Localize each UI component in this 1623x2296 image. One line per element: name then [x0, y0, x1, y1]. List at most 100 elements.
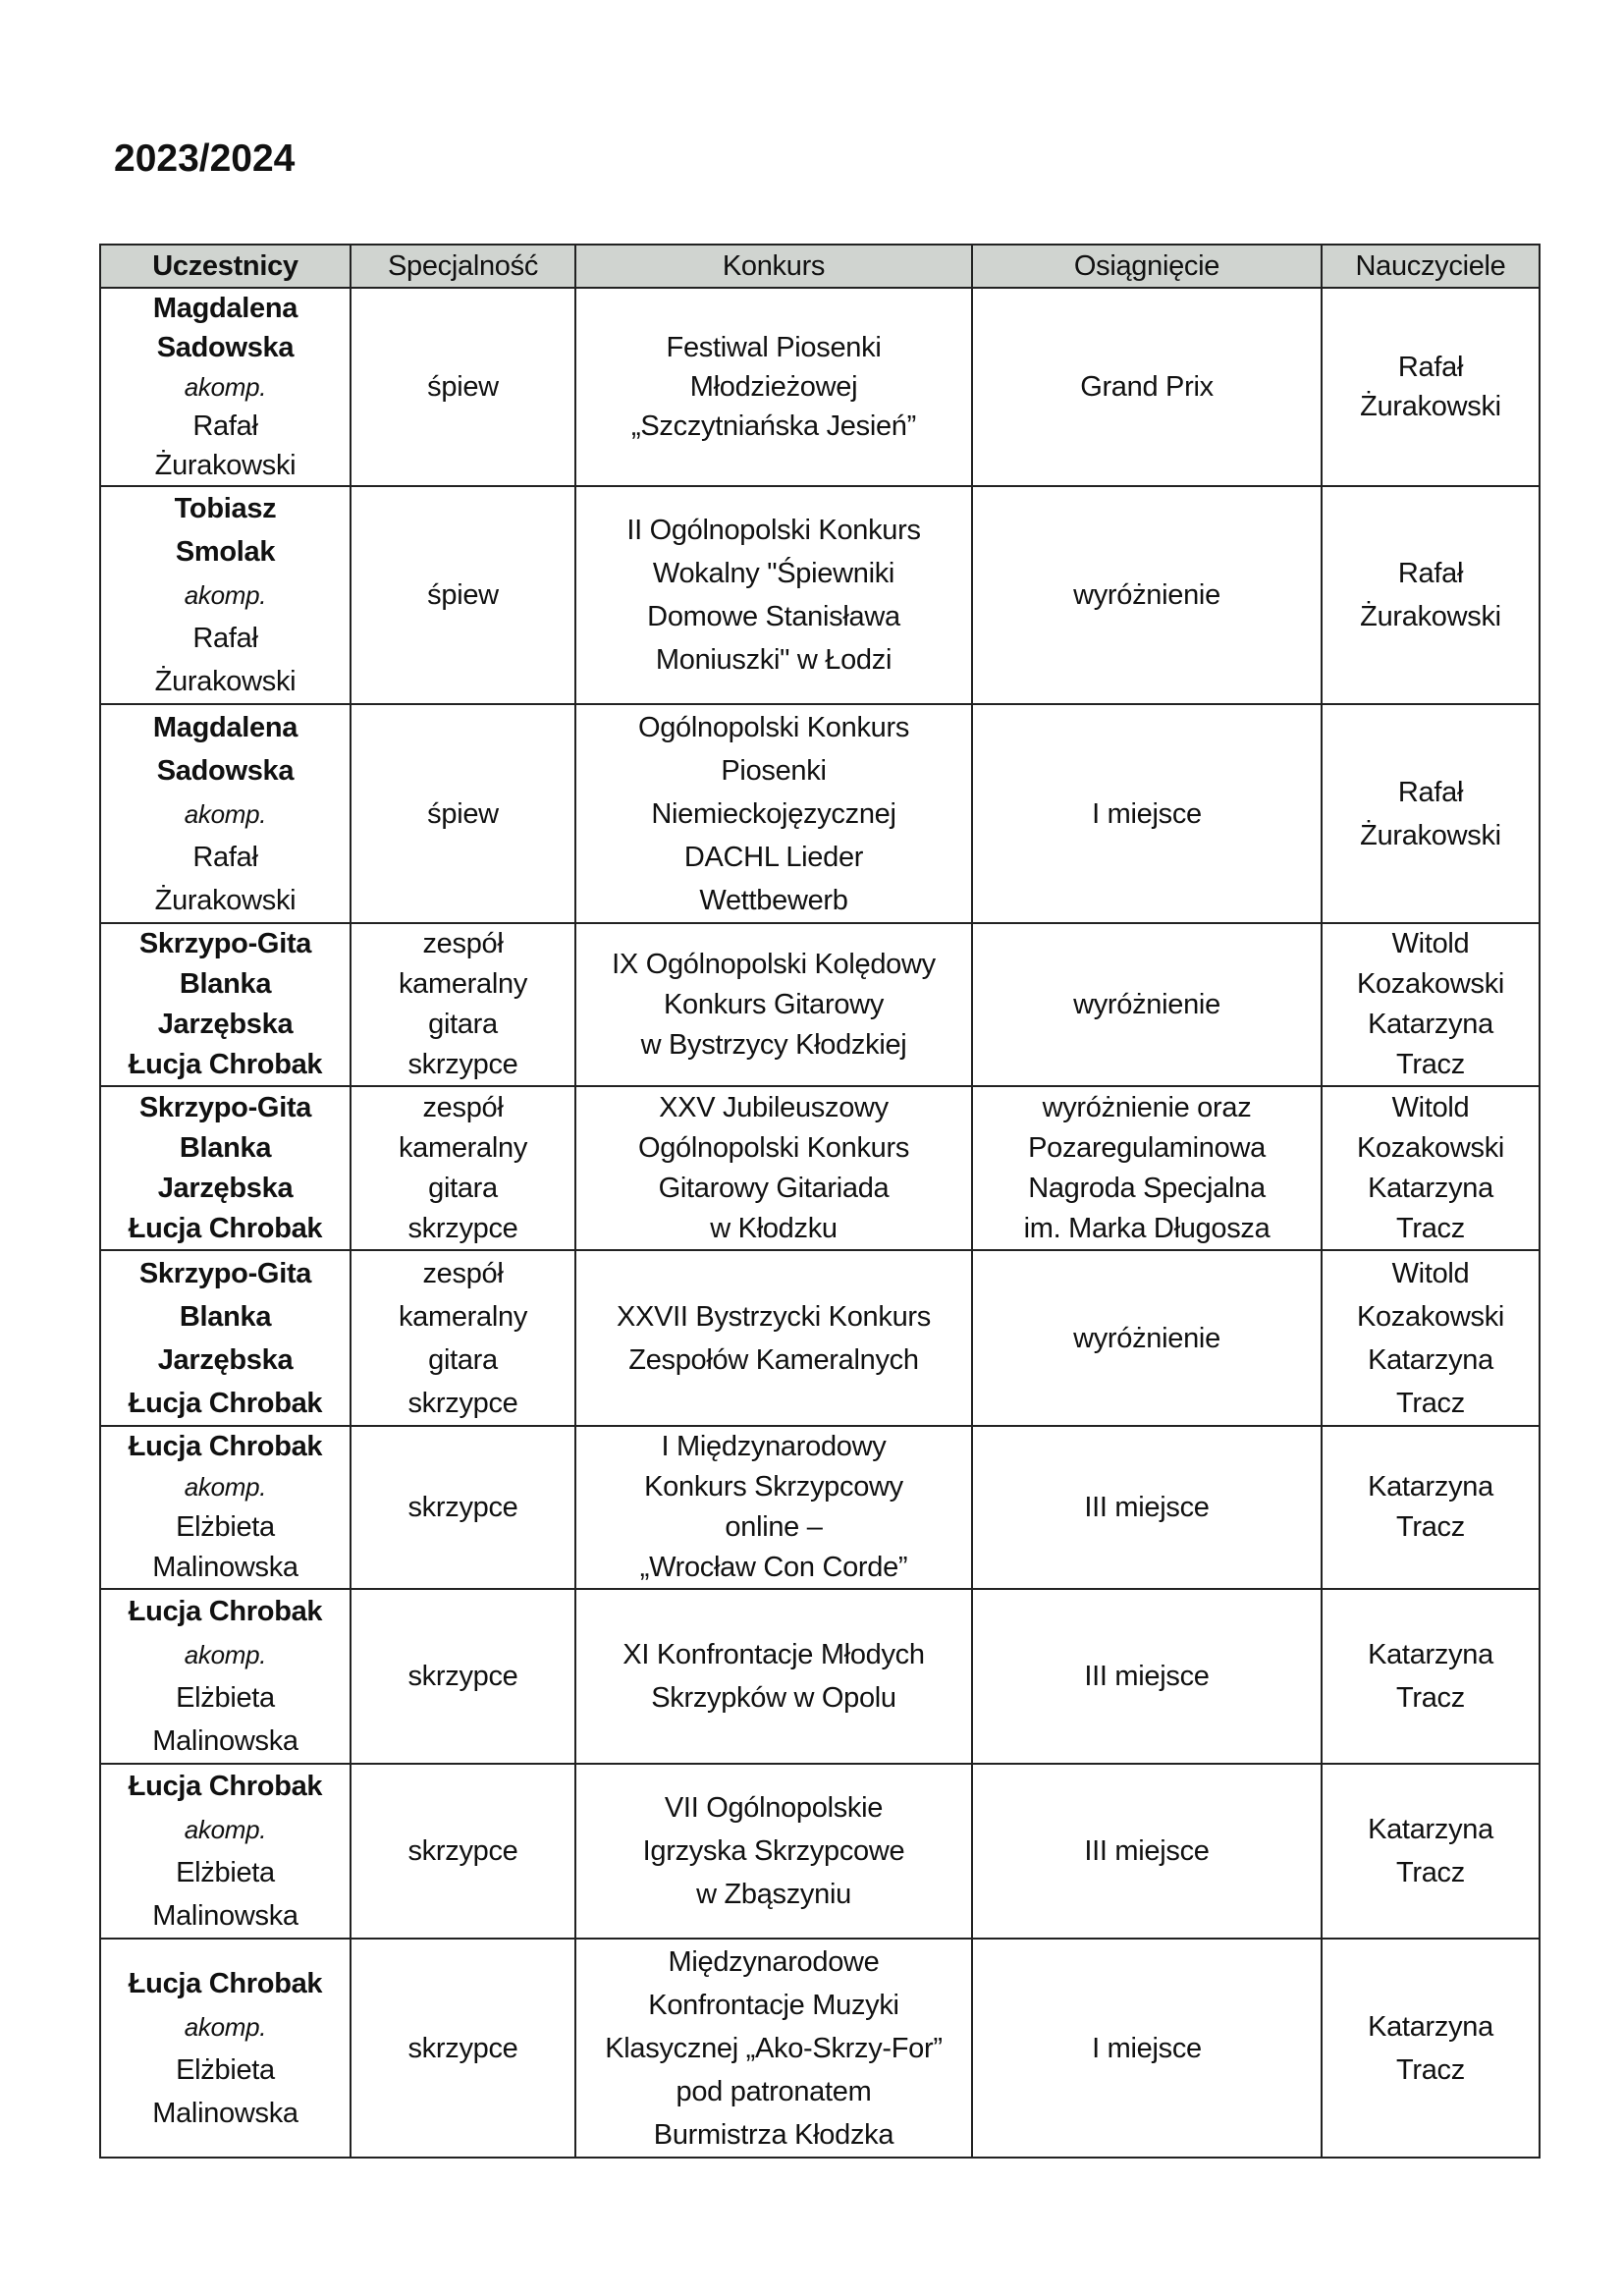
achievement-cell: wyróżnienie [971, 1249, 1323, 1427]
achievement-cell: Grand Prix [971, 287, 1323, 487]
competition-line: Niemieckojęzycznej [651, 797, 896, 830]
participant-name: Elżbieta [176, 1857, 275, 1888]
teachers-line: Katarzyna [1368, 2010, 1493, 2043]
accompanist-label: akomp. [184, 372, 267, 402]
competition-cell: Festiwal Piosenki Młodzieżowej „Szczytniań… [574, 287, 973, 487]
specialty-line: gitara [428, 1009, 498, 1040]
teachers-line: Żurakowski [1360, 819, 1501, 851]
participants-cell: Łucja Chrobak akomp. Elżbieta Malinowska [99, 1938, 352, 2159]
teachers-line: Kozakowski [1356, 968, 1505, 1000]
competition-line: II Ogólnopolski Konkurs [626, 515, 921, 546]
participant-name: Smolak [175, 536, 276, 568]
participant-name: Rafał [192, 623, 258, 654]
table-row: Łucja Chrobak akomp. Elżbieta Malinowska skr… [99, 1938, 1541, 2159]
competition-line: Wettbewerb [699, 884, 848, 916]
participant-name: Skrzypo-Gita [138, 1257, 312, 1289]
competition-cell: IX Ogólnopolski Kolędowy Konkurs Gitarowy… [574, 922, 973, 1087]
achievement-cell: wyróżnienie [971, 485, 1323, 705]
achievement-line: Nagroda Specjalna [1028, 1172, 1266, 1204]
achievement-line: I miejsce [1092, 2032, 1202, 2064]
specialty-cell: zespół kameralny gitara skrzypce [350, 922, 576, 1087]
table-row: Łucja Chrobak akomp. Elżbieta Malinowska skr… [99, 1588, 1541, 1765]
participant-name: Jarzębska [157, 1009, 294, 1040]
competition-line: Zespołów Kameralnych [628, 1343, 919, 1376]
competition-line: Moniuszki" w Łodzi [655, 644, 893, 676]
competition-line: Igrzyska Skrzypcowe [642, 1835, 905, 1867]
specialty-line: skrzypce [407, 1212, 518, 1244]
specialty-line: śpiew [427, 371, 499, 403]
table-row: Łucja Chrobak akomp. Elżbieta Malinowska skr… [99, 1763, 1541, 1940]
participants-cell: Łucja Chrobak akomp. Elżbieta Malinowska [99, 1588, 352, 1765]
teachers-line: Witold [1391, 1091, 1470, 1123]
teachers-line: Tracz [1396, 1682, 1465, 1714]
competition-cell: XXV Jubileuszowy Ogólnopolski Konkurs Gita… [574, 1085, 973, 1251]
competition-cell: VII Ogólnopolskie Igrzyska Skrzypcowe w Zb… [574, 1763, 973, 1940]
specialty-cell: śpiew [350, 703, 576, 924]
accompanist-label: akomp. [184, 1815, 267, 1844]
competition-line: Międzynarodowe [668, 1945, 880, 1978]
achievement-line: III miejsce [1084, 1661, 1210, 1692]
specialty-cell: zespół kameralny gitara skrzypce [350, 1249, 576, 1427]
teachers-line: Katarzyna [1368, 1009, 1493, 1040]
specialty-cell: skrzypce [350, 1763, 576, 1940]
teachers-line: Tracz [1396, 1857, 1465, 1888]
specialty-line: gitara [428, 1172, 498, 1204]
competition-line: Ogólnopolski Konkurs [637, 711, 910, 743]
accompanist-label: akomp. [184, 580, 267, 610]
specialty-line: skrzypce [407, 1835, 518, 1867]
competition-line: Festiwal Piosenki [666, 332, 882, 363]
participant-name: Malinowska [152, 2097, 298, 2129]
specialty-cell: śpiew [350, 287, 576, 487]
page-title: 2023/2024 [114, 137, 296, 180]
competition-line: online – [725, 1511, 823, 1543]
achievement-line: wyróżnienie [1073, 988, 1220, 1020]
competition-cell: Międzynarodowe Konfrontacje Muzyki Klasycz… [574, 1938, 973, 2159]
teachers-line: Rafał [1397, 776, 1464, 808]
teachers-line: Rafał [1397, 352, 1464, 383]
participant-name: Żurakowski [154, 884, 297, 916]
participant-name: Elżbieta [176, 1511, 275, 1543]
header-participants: Uczestnicy [99, 244, 352, 289]
competition-line: Domowe Stanisława [647, 601, 900, 632]
specialty-line: kameralny [398, 1131, 528, 1164]
teachers-line: Katarzyna [1368, 1471, 1493, 1503]
teachers-cell: Rafał Żurakowski [1321, 703, 1541, 924]
achievement-cell: wyróżnienie oraz Pozaregulaminowa Nagroda … [971, 1085, 1323, 1251]
teachers-line: Rafał [1397, 558, 1464, 589]
teachers-line: Żurakowski [1360, 391, 1501, 422]
table-row: Skrzypo-Gita Blanka Jarzębska Łucja Chrobak… [99, 1085, 1541, 1251]
competition-line: Konkurs Skrzypcowy [644, 1471, 903, 1503]
achievement-line: wyróżnienie [1073, 1322, 1220, 1354]
teachers-cell: Rafał Żurakowski [1321, 287, 1541, 487]
participant-name: Magdalena [152, 293, 298, 324]
teachers-line: Tracz [1396, 1511, 1465, 1543]
table-row: Łucja Chrobak akomp. Elżbieta Malinowska skr… [99, 1425, 1541, 1590]
achievement-line: im. Marka Długosza [1023, 1212, 1271, 1244]
achievement-line: I miejsce [1092, 797, 1202, 830]
competition-line: Młodzieżowej [689, 371, 858, 403]
teachers-line: Katarzyna [1368, 1814, 1493, 1845]
competition-line: Ogólnopolski Konkurs [637, 1131, 910, 1164]
specialty-line: skrzypce [407, 2032, 518, 2064]
competition-line: w Kłodzku [710, 1212, 838, 1244]
participant-name: Sadowska [156, 754, 295, 787]
participant-name: Łucja Chrobak [128, 1387, 323, 1419]
teachers-cell: Witold Kozakowski Katarzyna Tracz [1321, 922, 1541, 1087]
specialty-line: śpiew [427, 579, 499, 611]
participant-name: Blanka [179, 1131, 272, 1164]
accompanist-label: akomp. [184, 1472, 267, 1502]
teachers-cell: Katarzyna Tracz [1321, 1588, 1541, 1765]
achievement-cell: I miejsce [971, 1938, 1323, 2159]
competition-cell: Ogólnopolski Konkurs Piosenki Niemieckojęz… [574, 703, 973, 924]
accompanist-label: akomp. [184, 1640, 267, 1669]
teachers-cell: Witold Kozakowski Katarzyna Tracz [1321, 1085, 1541, 1251]
specialty-line: skrzypce [407, 1049, 518, 1080]
participants-cell: Skrzypo-Gita Blanka Jarzębska Łucja Chrobak [99, 922, 352, 1087]
competition-line: Konfrontacje Muzyki [648, 1989, 899, 2021]
participant-name: Łucja Chrobak [128, 1596, 323, 1627]
specialty-cell: skrzypce [350, 1425, 576, 1590]
participants-cell: Skrzypo-Gita Blanka Jarzębska Łucja Chrobak [99, 1249, 352, 1427]
participants-cell: Magdalena Sadowska akomp. Rafał Żurakowski [99, 287, 352, 487]
participant-name: Żurakowski [154, 666, 297, 697]
specialty-line: śpiew [427, 797, 499, 830]
